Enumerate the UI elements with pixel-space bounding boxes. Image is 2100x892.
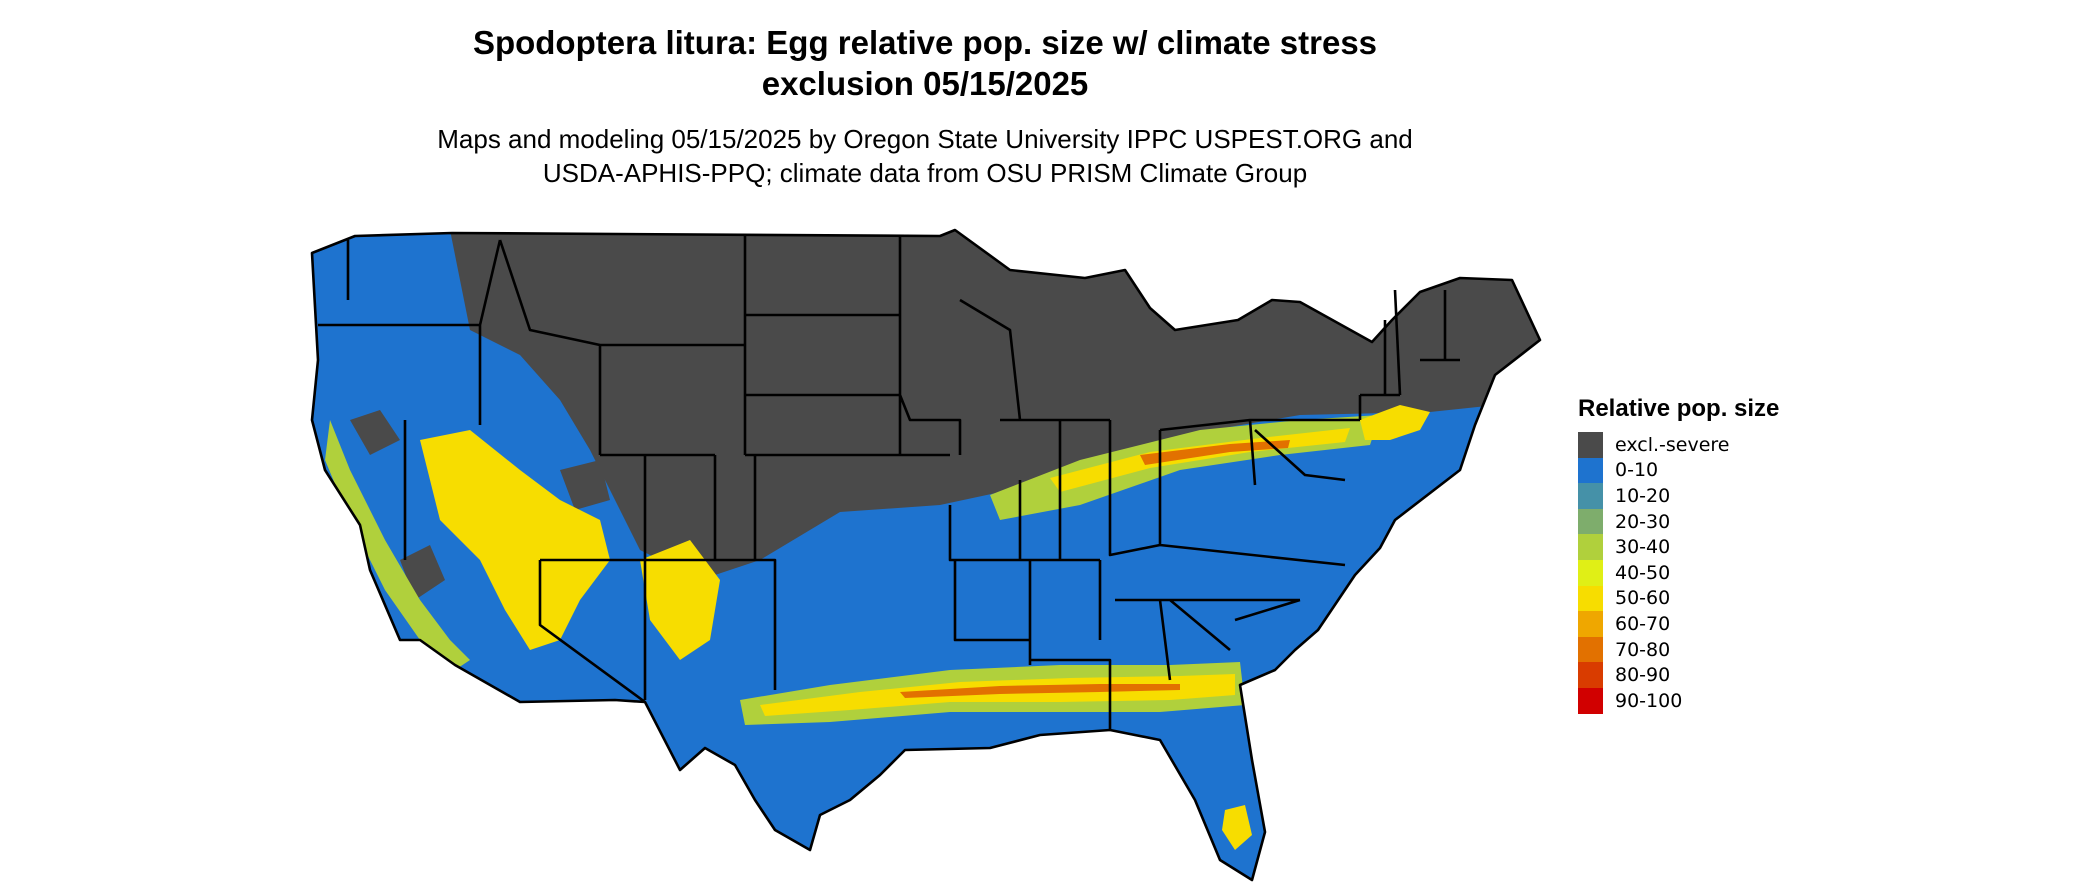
excluded-patches-west [350, 410, 610, 600]
legend-swatch [1578, 483, 1603, 509]
title-line-1: Spodoptera litura: Egg relative pop. siz… [472, 24, 1378, 61]
excluded-zone-north [450, 230, 1540, 580]
legend: Relative pop. size excl.-severe 0-10 10-20… [1578, 394, 1779, 714]
legend-swatch [1578, 662, 1603, 688]
legend-label: 40-50 [1615, 561, 1671, 584]
map-fill-layer [312, 230, 1540, 880]
subtitle-line-2: USDA-APHIS-PPQ; climate data from OSU PR… [542, 158, 1308, 188]
suitability-northeast [1360, 405, 1430, 440]
legend-swatch [1578, 636, 1603, 663]
us-map [310, 228, 1542, 882]
legend-label: 20-30 [1615, 510, 1671, 533]
legend-label: 30-40 [1615, 536, 1671, 559]
internal-state-lines [318, 236, 1460, 730]
legend-swatch [1578, 457, 1603, 484]
legend-label: 80-90 [1615, 664, 1671, 687]
legend-item: 60-70 [1578, 611, 1779, 637]
national-outline [310, 228, 1542, 882]
map-title: Spodoptera litura: Egg relative pop. siz… [0, 22, 1850, 104]
legend-label: 60-70 [1615, 612, 1671, 635]
legend-label: 10-20 [1615, 484, 1671, 507]
legend-items: excl.-severe 0-10 10-20 20-30 30-40 40-50 50-6… [1578, 432, 1779, 714]
legend-label: 90-100 [1615, 689, 1683, 712]
legend-swatch [1578, 534, 1603, 560]
legend-swatch [1578, 559, 1603, 586]
legend-label: 50-60 [1615, 587, 1671, 610]
suitability-florida [1222, 805, 1252, 850]
legend-swatch [1578, 432, 1603, 458]
legend-item: 30-40 [1578, 534, 1779, 560]
map-subtitle: Maps and modeling 05/15/2025 by Oregon S… [0, 122, 1850, 190]
legend-item: 0-10 [1578, 457, 1779, 484]
legend-item: 40-50 [1578, 559, 1779, 586]
legend-swatch [1578, 611, 1603, 637]
legend-item: 10-20 [1578, 483, 1779, 509]
legend-swatch [1578, 508, 1603, 535]
legend-item: 80-90 [1578, 662, 1779, 688]
legend-item: 20-30 [1578, 508, 1779, 535]
legend-label: 0-10 [1615, 459, 1659, 482]
legend-item: 90-100 [1578, 687, 1779, 714]
suitability-gulf-texas [850, 800, 885, 845]
title-line-2: exclusion 05/15/2025 [761, 65, 1089, 102]
legend-title: Relative pop. size [1578, 395, 1780, 422]
legend-label: excl.-severe [1615, 433, 1730, 456]
legend-item: 50-60 [1578, 585, 1779, 612]
legend-swatch [1578, 687, 1603, 714]
subtitle-line-1: Maps and modeling 05/15/2025 by Oregon S… [437, 124, 1413, 154]
legend-item: excl.-severe [1578, 432, 1779, 458]
legend-swatch [1578, 585, 1603, 612]
state-borders [310, 228, 1542, 882]
legend-item: 70-80 [1578, 636, 1779, 663]
suitability-southwest [420, 430, 720, 660]
suitability-band-west [325, 420, 470, 670]
legend-label: 70-80 [1615, 638, 1671, 661]
